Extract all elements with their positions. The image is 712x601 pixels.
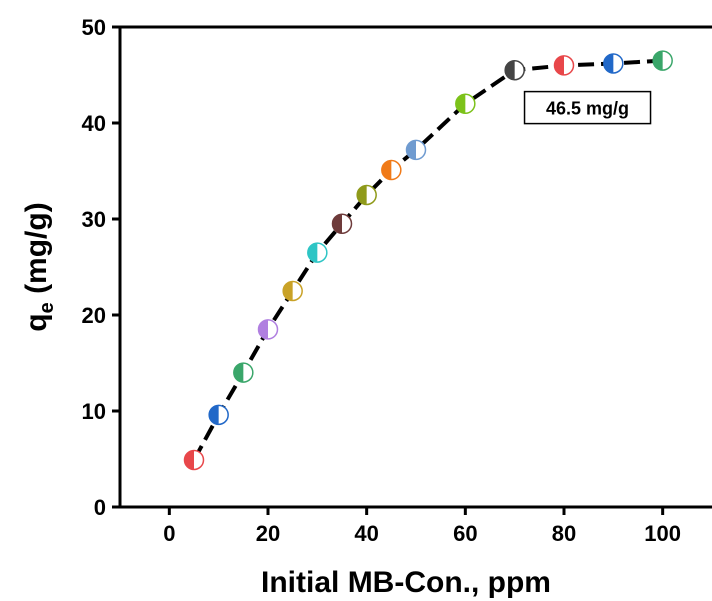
x-axis-title: Initial MB-Con., ppm <box>261 566 551 599</box>
data-point-half <box>554 55 564 75</box>
data-point-half <box>209 405 219 425</box>
y-axis-title-rest: (mg/g) <box>20 202 53 302</box>
data-point <box>455 93 476 115</box>
data-point <box>603 53 624 74</box>
series-polyline <box>192 58 663 461</box>
data-point-half <box>307 243 318 263</box>
data-point-ring <box>603 53 624 74</box>
data-point <box>356 184 377 206</box>
annotation-text: 46.5 mg/g <box>546 99 629 119</box>
data-point-ring <box>257 319 279 340</box>
data-point-half <box>653 51 663 71</box>
data-point-half <box>455 94 466 114</box>
data-point-ring <box>356 184 377 206</box>
data-point-ring <box>307 242 328 263</box>
data-point-ring <box>233 362 254 383</box>
data-point-half <box>505 60 515 80</box>
data-point-half <box>381 160 392 180</box>
y-axis-title: qe (mg/g) <box>20 202 58 331</box>
data-point-half <box>283 281 293 301</box>
data-point <box>405 139 427 161</box>
data-point-ring <box>405 139 427 161</box>
data-point <box>331 213 353 235</box>
ticks: 0 20 40 60 80 100 0 10 20 30 40 50 <box>82 15 682 546</box>
data-point <box>553 55 575 76</box>
data-point <box>257 319 279 340</box>
y-axis-title-subscript: e <box>36 302 58 313</box>
data-point-ring <box>652 50 673 71</box>
series-line <box>192 58 663 461</box>
data-point-ring <box>381 159 402 181</box>
data-point-ring <box>553 55 575 76</box>
data-point-half <box>357 185 367 205</box>
data-point <box>208 404 229 426</box>
annotation: 46.5 mg/g <box>523 90 652 125</box>
data-point-ring <box>455 93 476 115</box>
data-point-half <box>258 319 268 339</box>
y-tick-label: 30 <box>82 207 106 232</box>
x-tick-label: 0 <box>163 521 175 546</box>
y-axis-title-main: q <box>20 313 53 331</box>
data-point <box>183 449 205 471</box>
x-tick-label: 40 <box>354 521 378 546</box>
data-point-half <box>406 140 416 160</box>
data-point <box>307 242 328 263</box>
y-tick-label: 20 <box>82 303 106 328</box>
data-points <box>183 50 673 471</box>
data-point-ring <box>331 213 353 235</box>
y-tick-label: 50 <box>82 15 106 40</box>
y-tick-label: 40 <box>82 111 106 136</box>
data-point-ring <box>208 404 229 426</box>
x-tick-label: 60 <box>453 521 477 546</box>
y-tick-label: 0 <box>94 495 106 520</box>
data-point <box>381 159 402 181</box>
x-tick-label: 100 <box>644 521 681 546</box>
axes <box>118 25 712 509</box>
data-point-ring <box>183 449 205 471</box>
data-point-half <box>603 53 614 73</box>
data-point-ring <box>282 280 303 302</box>
x-tick-label: 20 <box>256 521 280 546</box>
x-tick-label: 80 <box>552 521 576 546</box>
y-tick-label: 10 <box>82 399 106 424</box>
axis-titles: Initial MB-Con., ppm qe (mg/g) <box>20 202 551 599</box>
data-point-half <box>184 450 194 470</box>
data-point <box>504 59 525 81</box>
data-point-half <box>233 363 244 383</box>
data-point-half <box>332 214 342 234</box>
data-point <box>282 280 303 302</box>
annotation-box <box>523 90 652 125</box>
data-point <box>233 362 254 383</box>
data-point-ring <box>504 59 525 81</box>
data-point <box>652 50 673 71</box>
